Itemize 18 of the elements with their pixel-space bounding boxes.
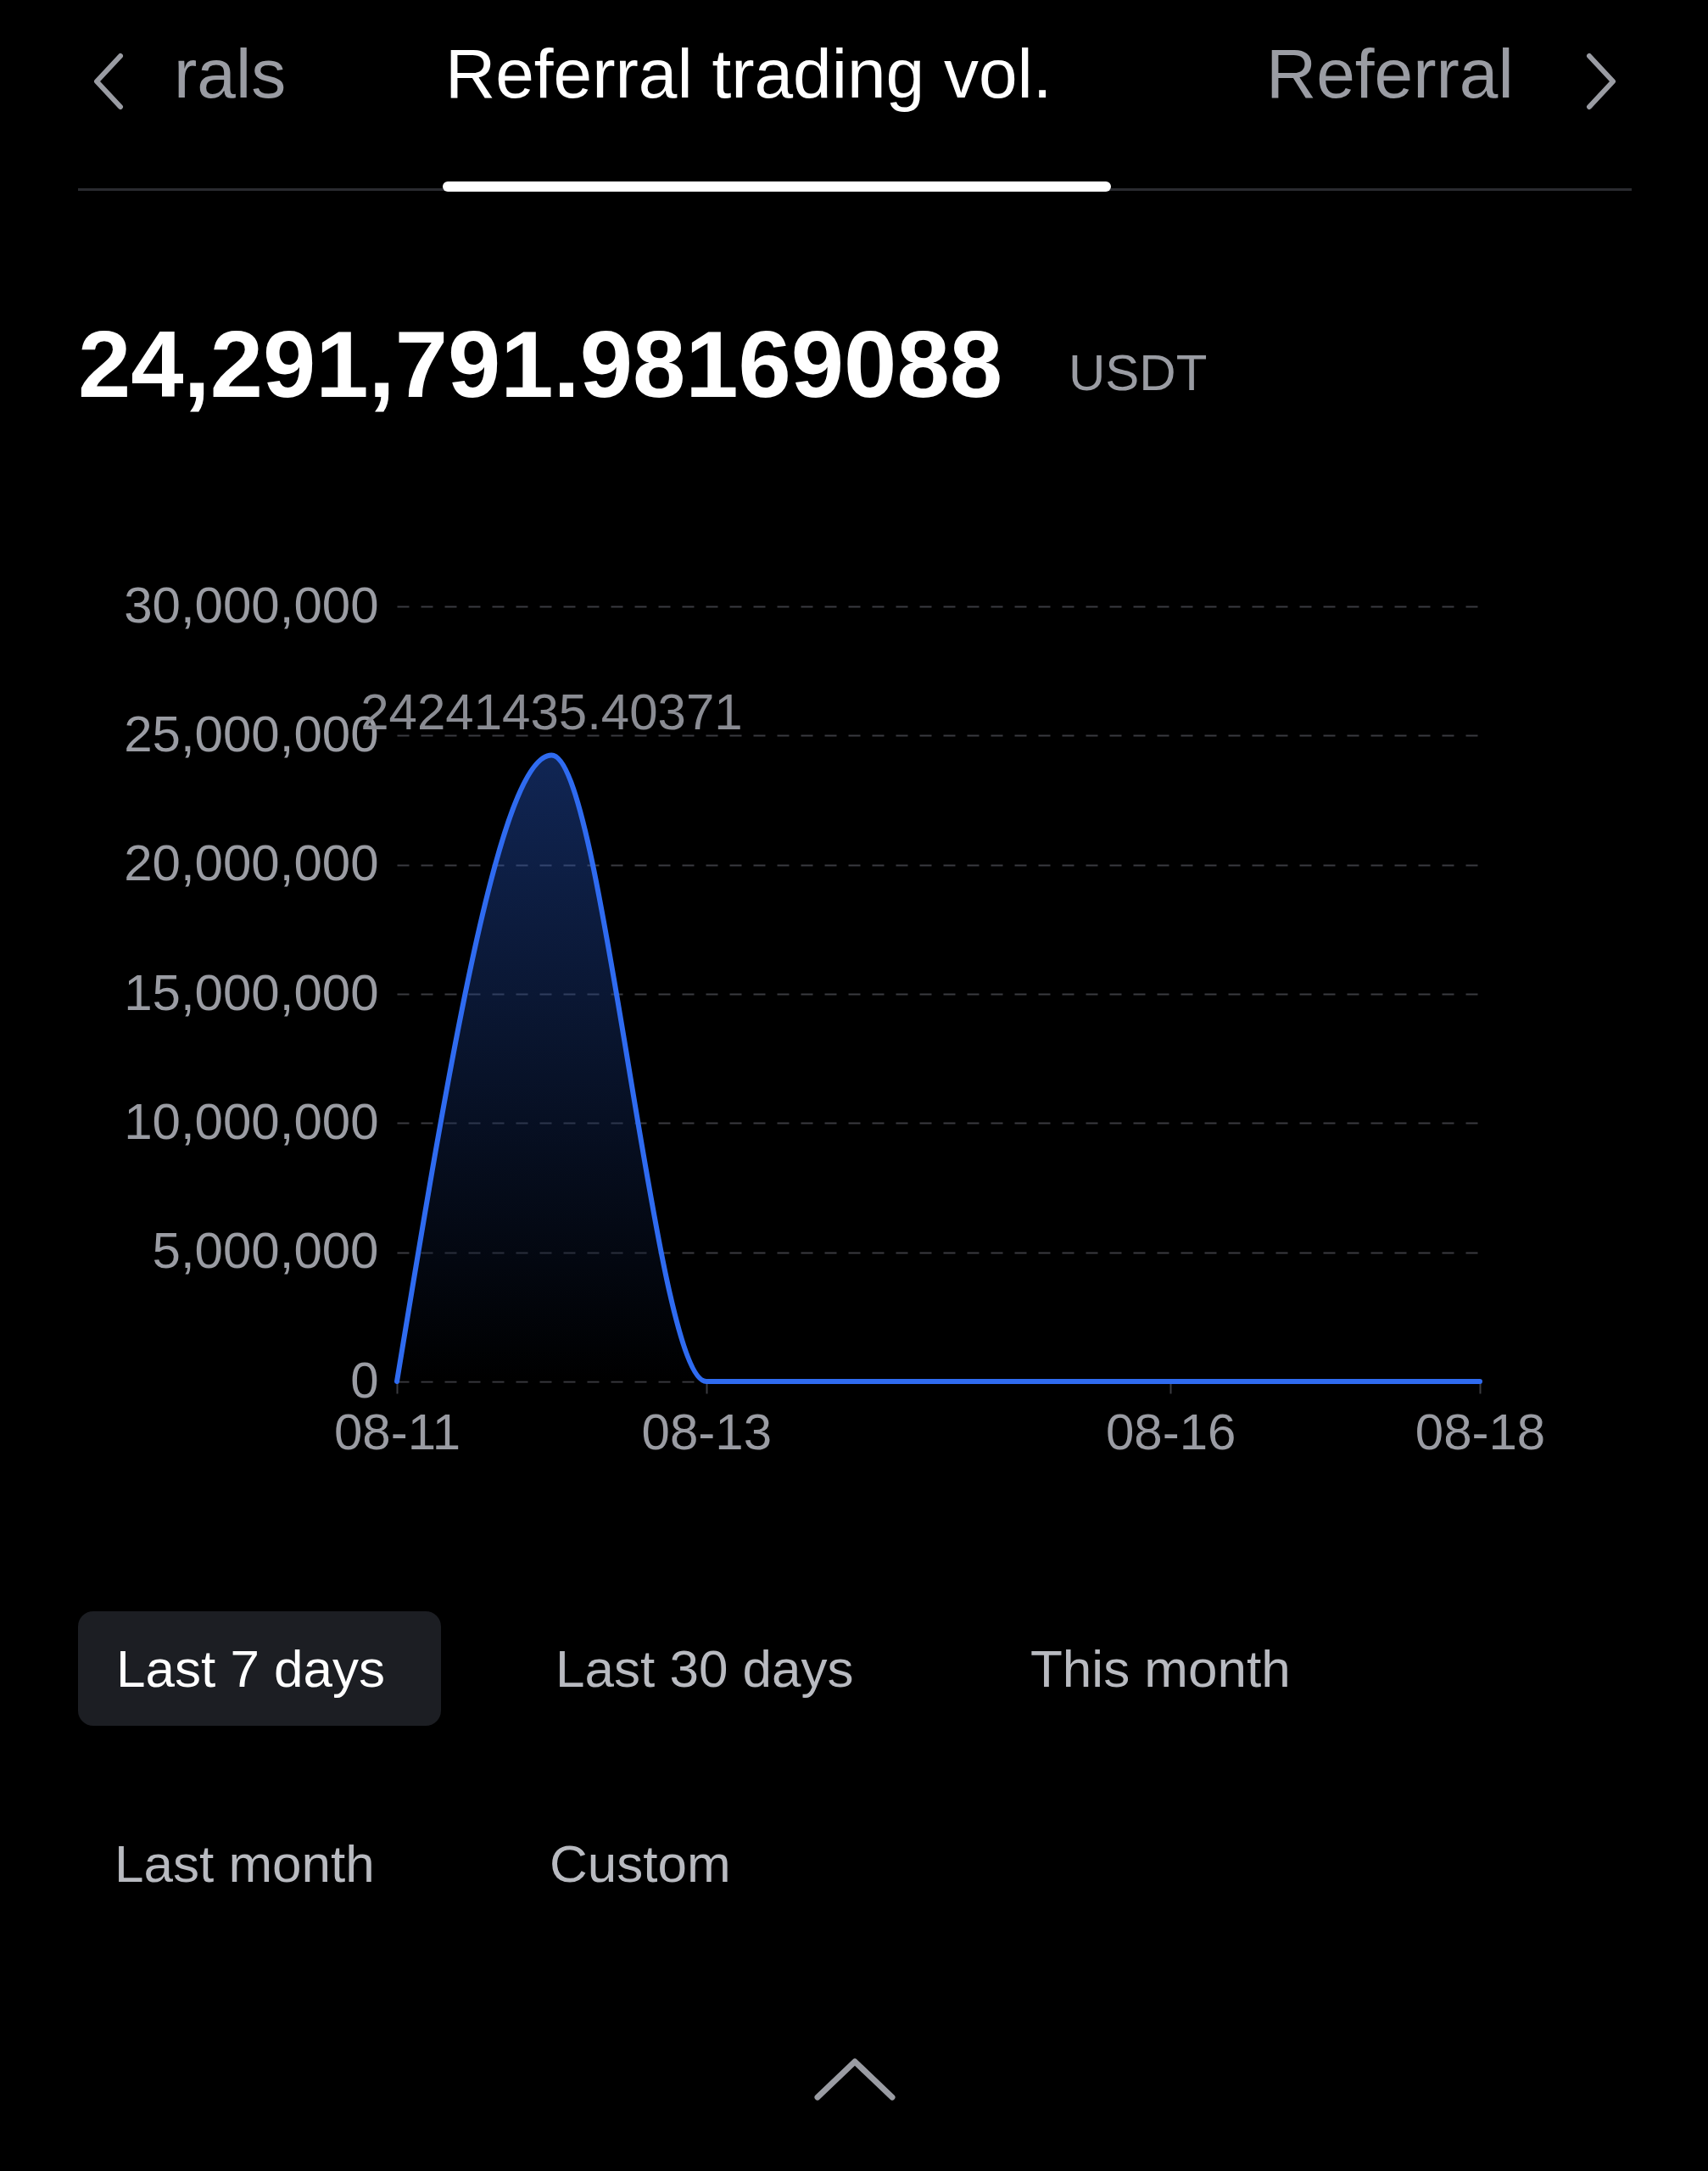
text: USDT: [1069, 343, 1208, 402]
x-tick-label: 08-18: [1415, 1403, 1546, 1460]
text: This month: [1030, 1638, 1291, 1699]
chart-title: Referral trading vol.: [445, 34, 1052, 114]
y-tick-label: 5,000,000: [152, 1222, 379, 1280]
y-tick-label: 15,000,000: [124, 963, 379, 1021]
chart-subtitle: 24,291,791.98169088: [78, 310, 1002, 419]
text: rals: [174, 34, 287, 114]
text: Last month: [114, 1833, 375, 1894]
y-tick-label: 10,000,000: [124, 1092, 379, 1150]
text: Custom: [550, 1833, 731, 1894]
text: Last 7 days: [116, 1638, 386, 1699]
text: Referral: [1266, 34, 1514, 114]
x-tick-label: 08-16: [1105, 1403, 1236, 1460]
y-tick-label: 20,000,000: [124, 834, 379, 892]
y-tick-label: 30,000,000: [124, 576, 379, 633]
text: Last 30 days: [555, 1638, 854, 1699]
x-tick-label: 08-13: [641, 1403, 773, 1460]
